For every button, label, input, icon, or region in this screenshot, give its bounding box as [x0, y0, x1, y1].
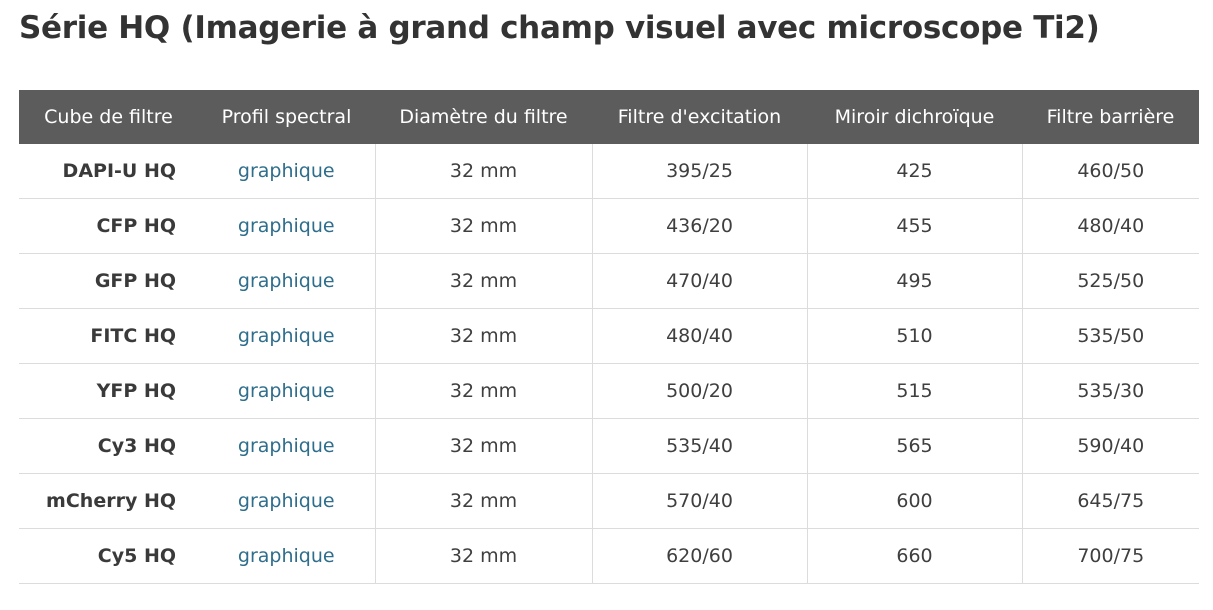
cell-dichroic-mirror: 495 [806, 253, 1022, 309]
spectral-profile-link[interactable]: graphique [237, 545, 335, 567]
spectral-profile-link[interactable]: graphique [237, 325, 335, 347]
cell-excitation-filter: 395/25 [591, 144, 807, 199]
page-title: Série HQ (Imagerie à grand champ visuel … [19, 10, 1100, 46]
cell-filter-diameter: 32 mm [374, 473, 592, 529]
cell-filter-diameter: 32 mm [374, 308, 592, 364]
cell-filter-cube: CFP HQ [19, 198, 198, 254]
table-row: mCherry HQ graphique 32 mm 570/40 600 645/75 [19, 473, 1199, 529]
spectral-profile-link[interactable]: graphique [237, 215, 335, 237]
header-excitation-filter: Filtre d'excitation [592, 90, 807, 144]
cell-barrier-filter: 535/50 [1021, 308, 1199, 364]
cell-filter-cube: Cy5 HQ [19, 528, 198, 584]
cell-barrier-filter: 535/30 [1021, 363, 1199, 419]
table-header-row: Cube de filtre Profil spectral Diamètre … [19, 90, 1199, 144]
spectral-profile-link[interactable]: graphique [237, 160, 335, 182]
spectral-profile-cell: graphique [198, 363, 375, 419]
cell-dichroic-mirror: 565 [806, 418, 1022, 474]
table-row: Cy5 HQ graphique 32 mm 620/60 660 700/75 [19, 528, 1199, 584]
spectral-profile-cell: graphique [198, 198, 375, 254]
cell-excitation-filter: 570/40 [591, 473, 807, 529]
cell-filter-cube: GFP HQ [19, 253, 198, 309]
table-row: FITC HQ graphique 32 mm 480/40 510 535/50 [19, 308, 1199, 364]
cell-barrier-filter: 590/40 [1021, 418, 1199, 474]
spectral-profile-link[interactable]: graphique [237, 490, 335, 512]
spectral-profile-cell: graphique [198, 308, 375, 364]
spectral-profile-cell: graphique [198, 528, 375, 584]
cell-dichroic-mirror: 510 [806, 308, 1022, 364]
cell-dichroic-mirror: 660 [806, 528, 1022, 584]
cell-excitation-filter: 436/20 [591, 198, 807, 254]
header-dichroic-mirror: Miroir dichroïque [807, 90, 1022, 144]
cell-dichroic-mirror: 515 [806, 363, 1022, 419]
spectral-profile-link[interactable]: graphique [237, 270, 335, 292]
cell-filter-cube: FITC HQ [19, 308, 198, 364]
spectral-profile-cell: graphique [198, 418, 375, 474]
cell-excitation-filter: 470/40 [591, 253, 807, 309]
cell-filter-diameter: 32 mm [374, 528, 592, 584]
header-filter-cube: Cube de filtre [19, 90, 198, 144]
cell-filter-diameter: 32 mm [374, 253, 592, 309]
table-body: DAPI-U HQ graphique 32 mm 395/25 425 460/50 CF… [19, 144, 1199, 584]
cell-barrier-filter: 460/50 [1021, 144, 1199, 199]
spectral-profile-cell: graphique [198, 253, 375, 309]
header-spectral-profile: Profil spectral [198, 90, 375, 144]
cell-filter-cube: DAPI-U HQ [19, 144, 198, 199]
cell-dichroic-mirror: 600 [806, 473, 1022, 529]
cell-excitation-filter: 480/40 [591, 308, 807, 364]
header-barrier-filter: Filtre barrière [1022, 90, 1199, 144]
cell-filter-cube: Cy3 HQ [19, 418, 198, 474]
cell-barrier-filter: 480/40 [1021, 198, 1199, 254]
cell-filter-cube: mCherry HQ [19, 473, 198, 529]
table-row: CFP HQ graphique 32 mm 436/20 455 480/40 [19, 198, 1199, 254]
spectral-profile-link[interactable]: graphique [237, 380, 335, 402]
header-filter-diameter: Diamètre du filtre [375, 90, 592, 144]
cell-excitation-filter: 500/20 [591, 363, 807, 419]
cell-barrier-filter: 525/50 [1021, 253, 1199, 309]
spectral-profile-link[interactable]: graphique [237, 435, 335, 457]
cell-barrier-filter: 700/75 [1021, 528, 1199, 584]
spectral-profile-cell: graphique [198, 144, 375, 199]
cell-filter-diameter: 32 mm [374, 144, 592, 199]
cell-excitation-filter: 535/40 [591, 418, 807, 474]
spectral-profile-cell: graphique [198, 473, 375, 529]
cell-filter-diameter: 32 mm [374, 363, 592, 419]
cell-barrier-filter: 645/75 [1021, 473, 1199, 529]
cell-filter-diameter: 32 mm [374, 198, 592, 254]
table-row: YFP HQ graphique 32 mm 500/20 515 535/30 [19, 363, 1199, 419]
table-row: Cy3 HQ graphique 32 mm 535/40 565 590/40 [19, 418, 1199, 474]
table-row: GFP HQ graphique 32 mm 470/40 495 525/50 [19, 253, 1199, 309]
cell-dichroic-mirror: 455 [806, 198, 1022, 254]
table-row: DAPI-U HQ graphique 32 mm 395/25 425 460/50 [19, 144, 1199, 199]
cell-excitation-filter: 620/60 [591, 528, 807, 584]
filter-cube-table: Cube de filtre Profil spectral Diamètre … [19, 90, 1199, 584]
cell-dichroic-mirror: 425 [806, 144, 1022, 199]
cell-filter-cube: YFP HQ [19, 363, 198, 419]
cell-filter-diameter: 32 mm [374, 418, 592, 474]
